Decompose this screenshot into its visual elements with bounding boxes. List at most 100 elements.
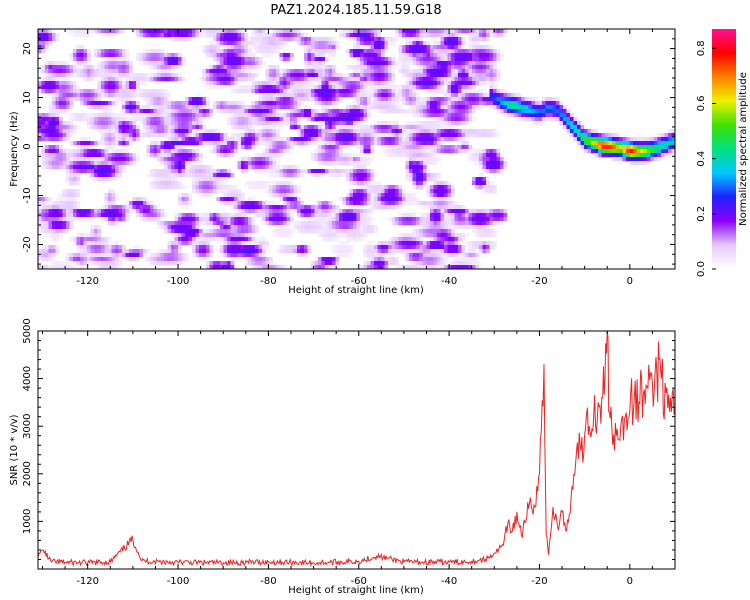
- heatmap-cell: [318, 57, 322, 62]
- heatmap-cell: [216, 145, 221, 150]
- heatmap-cell: [314, 229, 319, 234]
- heatmap-cell: [52, 73, 56, 78]
- heatmap-cell: [318, 257, 322, 262]
- heatmap-cell: [251, 249, 256, 254]
- heatmap-cell: [297, 133, 301, 138]
- heatmap-cell: [304, 141, 308, 146]
- heatmap-cell: [412, 101, 417, 106]
- heatmap-cell: [360, 237, 364, 242]
- heatmap-cell: [409, 33, 413, 38]
- heatmap-cell: [143, 77, 147, 82]
- heatmap-cell: [220, 253, 224, 258]
- heatmap-cell: [160, 89, 165, 94]
- heatmap-cell: [398, 69, 403, 74]
- heatmap-cell: [209, 245, 214, 250]
- heatmap-cell: [146, 217, 151, 222]
- heatmap-cell: [447, 81, 452, 86]
- heatmap-cell: [213, 149, 217, 154]
- heatmap-cell: [202, 129, 207, 134]
- heatmap-cell: [185, 213, 189, 218]
- heatmap-cell: [381, 73, 385, 78]
- heatmap-cell: [223, 109, 228, 114]
- heatmap-cell: [251, 105, 256, 110]
- heatmap-cell: [206, 33, 210, 38]
- heatmap-cell: [377, 133, 382, 138]
- heatmap-cell: [146, 105, 151, 110]
- heatmap-cell: [297, 201, 301, 206]
- heatmap-cell: [188, 161, 193, 166]
- heatmap-cell: [300, 101, 305, 106]
- heatmap-cell: [83, 209, 88, 214]
- heatmap-cell: [94, 253, 98, 258]
- heatmap-cell: [419, 201, 424, 206]
- heatmap-cell: [290, 197, 294, 202]
- heatmap-cell: [227, 33, 231, 38]
- heatmap-cell: [402, 153, 406, 158]
- heatmap-cell: [311, 113, 315, 118]
- heatmap-cell: [374, 265, 378, 270]
- heatmap-cell: [118, 121, 123, 126]
- heatmap-cell: [395, 109, 399, 114]
- heatmap-cell: [325, 125, 329, 130]
- heatmap-cell: [426, 241, 431, 246]
- heatmap-cell: [360, 225, 364, 230]
- heatmap-cell: [234, 29, 238, 34]
- heatmap-cell: [311, 229, 315, 234]
- heatmap-cell: [430, 149, 434, 154]
- heatmap-cell: [265, 133, 270, 138]
- heatmap-cell: [265, 249, 270, 254]
- heatmap-cell: [171, 161, 175, 166]
- heatmap-cell: [101, 173, 105, 178]
- heatmap-cell: [311, 205, 315, 210]
- heatmap-cell: [451, 37, 455, 42]
- heatmap-cell: [90, 73, 95, 78]
- heatmap-cell: [419, 77, 424, 82]
- heatmap-cell: [276, 153, 280, 158]
- heatmap-cell: [230, 117, 235, 122]
- heatmap-cell: [94, 69, 98, 74]
- heatmap-cell: [346, 133, 350, 138]
- heatmap-cell: [174, 229, 179, 234]
- heatmap-cell: [48, 165, 53, 170]
- heatmap-cell: [356, 225, 361, 230]
- heatmap-cell: [167, 117, 172, 122]
- heatmap-cell: [202, 249, 207, 254]
- heatmap-cell: [377, 45, 382, 50]
- heatmap-cell: [122, 57, 126, 62]
- heatmap-cell: [258, 237, 263, 242]
- heatmap-cell: [164, 253, 168, 258]
- heatmap-cell: [104, 257, 109, 262]
- heatmap-cell: [447, 245, 452, 250]
- heatmap-cell: [237, 241, 242, 246]
- heatmap-cell: [69, 177, 74, 182]
- heatmap-cell: [297, 69, 301, 74]
- heatmap-cell: [167, 93, 172, 98]
- heatmap-cell: [300, 141, 305, 146]
- heatmap-cell: [409, 233, 413, 238]
- heatmap-cell: [237, 197, 242, 202]
- heatmap-cell: [447, 213, 452, 218]
- heatmap-cell: [122, 245, 126, 250]
- heatmap-cell: [370, 209, 375, 214]
- heatmap-cell: [251, 81, 256, 86]
- heatmap-cell: [290, 205, 294, 210]
- heatmap-cell: [412, 161, 417, 166]
- heatmap-cell: [346, 201, 350, 206]
- heatmap-cell: [370, 181, 375, 186]
- heatmap-cell: [125, 161, 130, 166]
- heatmap-cell: [402, 97, 406, 102]
- heatmap-cell: [283, 49, 287, 54]
- heatmap-cell: [447, 209, 452, 214]
- heatmap-cell: [332, 49, 336, 54]
- heatmap-cell: [430, 81, 434, 86]
- heatmap-cell: [241, 57, 245, 62]
- heatmap-cell: [171, 109, 175, 114]
- heatmap-cell: [283, 57, 287, 62]
- heatmap-cell: [346, 93, 350, 98]
- heatmap-cell: [402, 233, 406, 238]
- heatmap-cell: [423, 233, 427, 238]
- heatmap-cell: [122, 97, 126, 102]
- heatmap-cell: [111, 149, 116, 154]
- heatmap-cell: [195, 233, 200, 238]
- heatmap-cell: [356, 113, 361, 118]
